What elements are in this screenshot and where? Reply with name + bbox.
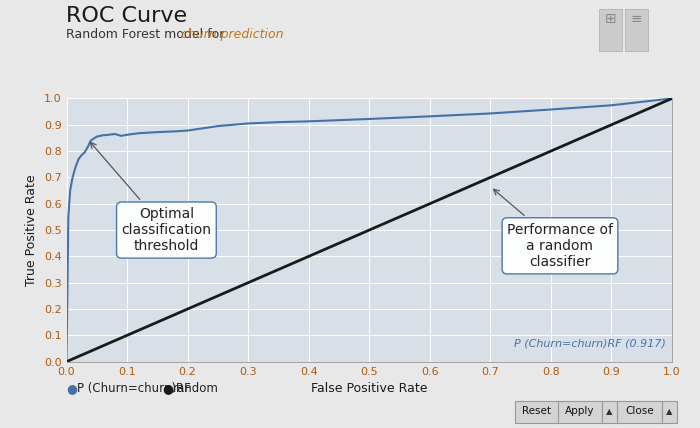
Text: Reset: Reset — [522, 406, 551, 416]
Text: P (Churn=churn)RF (0.917): P (Churn=churn)RF (0.917) — [514, 339, 666, 348]
Text: ●: ● — [162, 382, 174, 395]
Text: churn prediction: churn prediction — [181, 28, 283, 41]
Text: ≡: ≡ — [631, 12, 642, 26]
FancyBboxPatch shape — [558, 401, 602, 423]
Text: Random Forest model for: Random Forest model for — [66, 28, 229, 41]
Text: ▲: ▲ — [606, 407, 613, 416]
FancyBboxPatch shape — [602, 401, 617, 423]
Text: ⊞: ⊞ — [605, 12, 616, 26]
Text: Optimal
classification
threshold: Optimal classification threshold — [90, 143, 211, 253]
Text: Apply: Apply — [565, 406, 595, 416]
FancyBboxPatch shape — [662, 401, 677, 423]
Text: Performance of
a random
classifier: Performance of a random classifier — [494, 189, 613, 269]
X-axis label: False Positive Rate: False Positive Rate — [311, 382, 428, 395]
Text: ROC Curve: ROC Curve — [66, 6, 188, 27]
Text: random: random — [173, 382, 219, 395]
Text: Close: Close — [625, 406, 654, 416]
Text: ●: ● — [66, 382, 78, 395]
FancyBboxPatch shape — [617, 401, 661, 423]
Text: P (Churn=churn)RF: P (Churn=churn)RF — [77, 382, 190, 395]
FancyBboxPatch shape — [514, 401, 559, 423]
Y-axis label: True Positive Rate: True Positive Rate — [25, 174, 38, 286]
Text: ▲: ▲ — [666, 407, 673, 416]
